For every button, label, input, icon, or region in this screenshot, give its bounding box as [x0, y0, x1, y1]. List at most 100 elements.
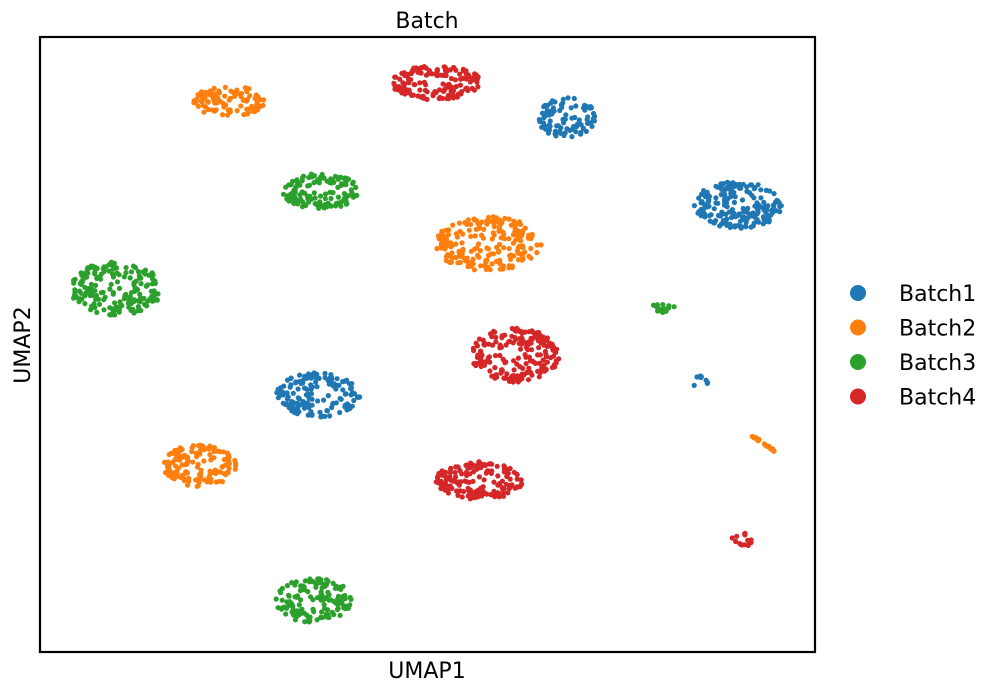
data-point: [463, 258, 469, 264]
data-point: [294, 608, 300, 615]
data-point: [136, 273, 142, 279]
data-point: [573, 124, 580, 130]
data-point: [473, 466, 479, 472]
data-point: [330, 580, 336, 587]
data-point: [506, 236, 512, 242]
data-point: [498, 235, 504, 241]
data-point: [208, 457, 214, 463]
data-point: [504, 371, 510, 377]
data-point: [424, 96, 430, 102]
data-point: [499, 485, 505, 491]
data-point: [736, 181, 742, 187]
data-point: [141, 295, 147, 302]
data-point: [536, 374, 542, 380]
data-point: [298, 583, 304, 589]
data-point: [728, 214, 735, 221]
data-point: [250, 108, 256, 114]
data-point: [206, 446, 212, 452]
data-point: [450, 95, 457, 101]
cluster-batch1-2: [691, 179, 784, 231]
data-point: [331, 611, 337, 618]
data-point: [501, 245, 507, 251]
data-point: [485, 468, 491, 474]
legend-item-batch3: Batch3: [850, 351, 976, 376]
data-point: [453, 231, 459, 237]
data-point: [444, 95, 450, 102]
data-point: [491, 479, 497, 485]
data-point: [468, 464, 474, 470]
data-point: [198, 89, 204, 95]
data-point: [755, 182, 761, 188]
data-point: [329, 376, 335, 382]
data-point: [145, 282, 151, 288]
data-point: [449, 485, 455, 491]
data-point: [444, 68, 450, 75]
data-point: [301, 403, 308, 409]
data-point: [177, 457, 183, 463]
data-point: [149, 298, 155, 304]
data-point: [110, 291, 116, 297]
data-point: [481, 462, 487, 468]
data-point: [742, 530, 748, 536]
data-point: [480, 337, 486, 343]
data-point: [473, 360, 479, 367]
cluster-batch2-1: [191, 84, 267, 118]
data-point: [438, 241, 444, 247]
data-point: [92, 288, 98, 294]
data-point: [227, 107, 233, 113]
data-point: [355, 394, 361, 400]
y-axis-label: UMAP2: [11, 306, 36, 383]
data-point: [492, 353, 499, 359]
data-point: [576, 117, 582, 123]
data-point: [771, 203, 777, 209]
data-point: [226, 461, 232, 467]
data-point: [324, 408, 330, 414]
data-point: [397, 76, 403, 82]
data-point: [353, 184, 359, 191]
data-point: [338, 584, 344, 590]
data-point: [328, 195, 334, 202]
data-point: [301, 587, 308, 593]
data-point: [345, 193, 351, 199]
data-point: [406, 80, 412, 86]
data-point: [485, 252, 492, 259]
data-point: [317, 176, 323, 182]
data-point: [88, 307, 94, 313]
data-point: [449, 242, 455, 248]
data-point: [71, 280, 77, 286]
data-point: [318, 614, 324, 620]
data-point: [547, 118, 553, 124]
cluster-batch3-2: [71, 259, 161, 318]
data-point: [292, 199, 298, 205]
data-point: [530, 336, 536, 342]
data-point: [510, 374, 516, 380]
data-point: [435, 474, 441, 480]
data-point: [224, 450, 230, 456]
data-point: [135, 304, 141, 310]
data-point: [470, 256, 476, 262]
data-point: [318, 577, 324, 583]
data-point: [283, 184, 289, 190]
data-point: [122, 294, 128, 300]
data-point: [107, 312, 113, 318]
data-point: [478, 363, 484, 370]
data-point: [706, 203, 712, 209]
data-point: [349, 381, 355, 387]
data-point: [724, 204, 730, 210]
data-point: [287, 384, 293, 390]
data-point: [488, 470, 494, 476]
legend-label: Batch3: [899, 351, 976, 376]
data-point: [528, 245, 534, 252]
data-point: [207, 88, 213, 94]
data-point: [337, 395, 343, 402]
data-point: [453, 83, 459, 90]
data-point: [238, 90, 244, 97]
data-point: [739, 197, 746, 203]
data-point: [519, 376, 525, 382]
data-point: [512, 485, 518, 491]
data-point: [296, 409, 302, 415]
legend-marker: [850, 285, 866, 301]
data-point: [468, 233, 474, 239]
data-point: [108, 281, 114, 287]
data-point: [311, 190, 317, 196]
